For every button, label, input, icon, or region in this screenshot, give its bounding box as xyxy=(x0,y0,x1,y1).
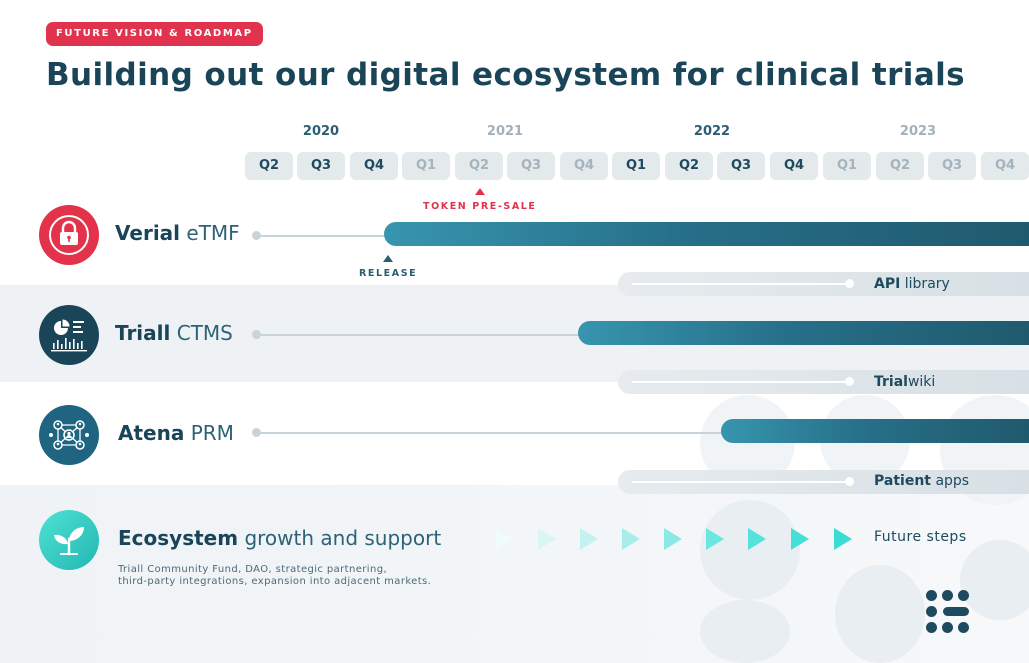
release-marker-triangle xyxy=(383,255,393,262)
sub-item-light: wiki xyxy=(907,374,936,390)
year-label: 2021 xyxy=(486,124,524,139)
quarter-pill: Q2 xyxy=(245,152,293,180)
quarter-pill: Q2 xyxy=(455,152,503,180)
sub-bar-dot xyxy=(845,477,854,486)
sub-bar-line xyxy=(632,481,850,483)
quarter-pill: Q3 xyxy=(928,152,976,180)
quarter-pill: Q3 xyxy=(297,152,345,180)
product-bar-verial xyxy=(384,222,1029,246)
decorative-circle xyxy=(960,540,1029,620)
quarter-pill: Q4 xyxy=(981,152,1029,180)
description-line: Triall Community Fund, DAO, strategic pa… xyxy=(118,564,388,575)
seedling-icon xyxy=(54,527,84,556)
product-name: Atena xyxy=(118,421,185,445)
product-type: growth and support xyxy=(244,526,442,550)
decorative-circle xyxy=(700,500,800,600)
sub-bar-line xyxy=(632,381,850,383)
sub-item-patient-apps: Patient apps xyxy=(874,473,969,489)
decorative-circle xyxy=(700,600,790,663)
future-arrow-icon xyxy=(580,528,598,550)
product-type: eTMF xyxy=(186,221,240,245)
sub-bar-dot xyxy=(845,279,854,288)
product-bar-atena xyxy=(721,419,1029,443)
description-line: third-party integrations, expansion into… xyxy=(118,576,432,587)
product-bar-triall xyxy=(578,321,1029,345)
presale-marker-triangle xyxy=(475,188,485,195)
quarter-pill: Q3 xyxy=(717,152,765,180)
future-arrow-icon xyxy=(748,528,766,550)
atena-icon-circle xyxy=(39,405,99,465)
future-arrow-icon xyxy=(538,528,556,550)
quarter-pill: Q4 xyxy=(770,152,818,180)
product-verial: Verial eTMF xyxy=(115,221,240,245)
future-arrow-icon xyxy=(664,528,682,550)
quarter-pill: Q3 xyxy=(507,152,555,180)
section-badge: FUTURE VISION & ROADMAP xyxy=(46,22,263,46)
quarter-pill: Q1 xyxy=(612,152,660,180)
ecosystem-description: Triall Community Fund, DAO, strategic pa… xyxy=(118,564,431,588)
product-triall: Triall CTMS xyxy=(115,321,233,345)
page-title: Building out our digital ecosystem for c… xyxy=(46,57,966,93)
product-atena: Atena PRM xyxy=(118,421,234,445)
ecosystem-icon-circle xyxy=(39,510,99,570)
quarter-pill: Q2 xyxy=(876,152,924,180)
sub-bar-line xyxy=(632,283,850,285)
product-name: Verial xyxy=(115,221,181,245)
release-label: RELEASE xyxy=(359,268,418,279)
future-arrow-icon xyxy=(622,528,640,550)
lock-icon xyxy=(49,215,89,255)
quarter-pill: Q4 xyxy=(560,152,608,180)
dashboard-chart-icon xyxy=(51,319,87,352)
timeline-connector xyxy=(256,432,731,434)
future-arrow-icon xyxy=(706,528,724,550)
year-label: 2020 xyxy=(302,124,340,139)
product-name: Triall xyxy=(115,321,171,345)
product-ecosystem: Ecosystem growth and support xyxy=(118,526,441,550)
sub-item-bold: API xyxy=(874,276,901,292)
triall-logo-icon xyxy=(926,590,970,634)
year-label: 2023 xyxy=(899,124,937,139)
quarter-pill: Q1 xyxy=(402,152,450,180)
sub-item-trialwiki: Trialwiki xyxy=(874,374,935,390)
sub-item-bold: Trial xyxy=(874,374,908,390)
future-arrow-icon xyxy=(834,528,852,550)
timeline-connector xyxy=(256,235,391,237)
future-steps-label: Future steps xyxy=(874,529,967,545)
quarter-pill: Q2 xyxy=(665,152,713,180)
product-name: Ecosystem xyxy=(118,526,239,550)
token-presale-label: TOKEN PRE-SALE xyxy=(423,201,537,212)
quarter-pill: Q1 xyxy=(823,152,871,180)
future-arrow-icon xyxy=(791,528,809,550)
triall-icon-circle xyxy=(39,305,99,365)
quarter-pill: Q4 xyxy=(350,152,398,180)
verial-icon-circle xyxy=(39,205,99,265)
product-type: PRM xyxy=(190,421,234,445)
year-label: 2022 xyxy=(693,124,731,139)
sub-item-api-library: API library xyxy=(874,276,950,292)
sub-item-bold: Patient xyxy=(874,473,931,489)
sub-bar-dot xyxy=(845,377,854,386)
decorative-circle xyxy=(835,565,925,663)
future-arrow-icon xyxy=(496,528,514,550)
product-type: CTMS xyxy=(176,321,233,345)
sub-item-light: apps xyxy=(935,473,970,489)
timeline-connector xyxy=(256,334,586,336)
people-network-icon xyxy=(49,420,89,450)
sub-item-light: library xyxy=(904,276,950,292)
